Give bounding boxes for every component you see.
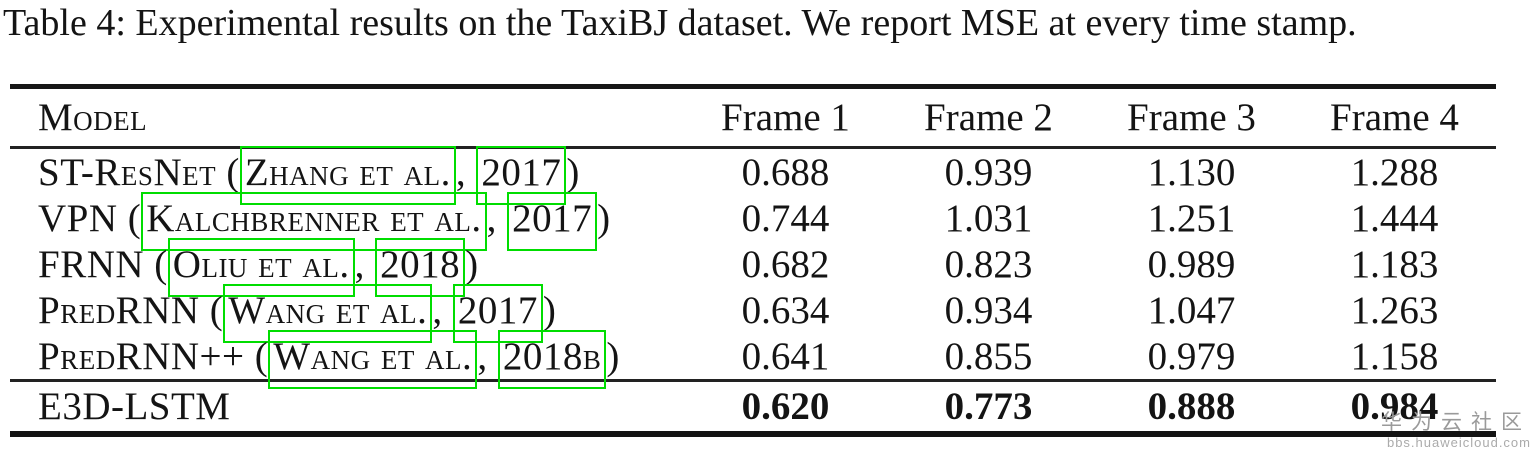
citation-year-link[interactable]: 2017 bbox=[507, 191, 598, 251]
mse-value: 1.047 bbox=[1147, 288, 1236, 332]
model-name: PredRNN ( bbox=[38, 288, 224, 332]
citation-year-link[interactable]: 2017 bbox=[476, 145, 567, 205]
citation-author-link[interactable]: Wang et al. bbox=[268, 329, 478, 389]
model-suffix: ) bbox=[606, 334, 620, 378]
table-row: FRNN (Oliu et al., 2018) 0.682 0.823 0.9… bbox=[10, 237, 1496, 297]
model-cell: FRNN (Oliu et al., 2018) bbox=[10, 237, 684, 297]
mse-value: 0.641 bbox=[741, 334, 830, 378]
mse-value: 0.888 bbox=[1147, 385, 1236, 428]
table-caption: Table 4: Experimental results on the Tax… bbox=[3, 2, 1357, 44]
model-cell: VPN (Kalchbrenner et al., 2017) bbox=[10, 191, 684, 251]
model-name: ST-ResNet ( bbox=[38, 150, 240, 194]
col-header-frame-4: Frame 4 bbox=[1330, 96, 1459, 139]
mse-value: 0.984 bbox=[1350, 385, 1439, 428]
watermark-url: bbs.huaweicloud.com bbox=[1386, 435, 1531, 450]
table-row: PredRNN (Wang et al., 2017) 0.634 0.934 … bbox=[10, 283, 1496, 343]
pre-final-rule bbox=[10, 379, 1496, 382]
mse-value: 1.263 bbox=[1350, 288, 1439, 332]
results-table: Model Frame 1 Frame 2 Frame 3 Frame 4 ST… bbox=[10, 84, 1496, 437]
mse-value: 0.939 bbox=[944, 150, 1033, 194]
bottom-rule bbox=[10, 431, 1496, 437]
citation-author-link[interactable]: Oliu et al. bbox=[167, 237, 355, 297]
citation-author-link[interactable]: Wang et al. bbox=[223, 283, 433, 343]
citation-separator: , bbox=[432, 288, 453, 332]
mse-value: 1.130 bbox=[1147, 150, 1236, 194]
model-suffix: ) bbox=[465, 242, 479, 286]
watermark-title: 华为云社区 bbox=[1381, 411, 1531, 434]
mse-value: 0.855 bbox=[944, 334, 1033, 378]
final-row: E3D-LSTM 0.620 0.773 0.888 0.984 bbox=[10, 382, 1496, 431]
mse-value: 1.251 bbox=[1147, 196, 1236, 240]
col-header-model: Model bbox=[38, 96, 148, 139]
col-header-frame-1: Frame 1 bbox=[721, 96, 850, 139]
table-row: PredRNN++ (Wang et al., 2018b) 0.641 0.8… bbox=[10, 329, 1496, 389]
model-cell: PredRNN (Wang et al., 2017) bbox=[10, 283, 684, 343]
model-cell: ST-ResNet (Zhang et al., 2017) bbox=[10, 145, 684, 205]
citation-separator: , bbox=[477, 334, 498, 378]
top-rule bbox=[10, 84, 1496, 89]
citation-separator: , bbox=[455, 150, 477, 194]
model-cell: PredRNN++ (Wang et al., 2018b) bbox=[10, 329, 684, 389]
mse-value: 1.158 bbox=[1350, 334, 1439, 378]
citation-year-link[interactable]: 2018 bbox=[375, 237, 466, 297]
mse-value: 0.620 bbox=[741, 385, 830, 428]
citation-separator: , bbox=[354, 242, 376, 286]
model-suffix: ) bbox=[597, 196, 611, 240]
citation-author-link[interactable]: Kalchbrenner et al. bbox=[141, 191, 487, 251]
mse-value: 0.634 bbox=[741, 288, 830, 332]
table-row: VPN (Kalchbrenner et al., 2017) 0.744 1.… bbox=[10, 191, 1496, 251]
mse-value: 0.682 bbox=[741, 242, 830, 286]
citation-separator: , bbox=[486, 196, 508, 240]
citation-year-link[interactable]: 2018b bbox=[497, 329, 607, 389]
mse-value: 1.288 bbox=[1350, 150, 1439, 194]
model-name: E3D-LSTM bbox=[38, 385, 231, 428]
col-header-frame-3: Frame 3 bbox=[1127, 96, 1256, 139]
mse-value: 1.183 bbox=[1350, 242, 1439, 286]
model-suffix: ) bbox=[542, 288, 557, 332]
mse-value: 1.031 bbox=[944, 196, 1033, 240]
col-header-frame-2: Frame 2 bbox=[924, 96, 1053, 139]
model-name: FRNN ( bbox=[38, 242, 168, 286]
mse-value: 0.773 bbox=[944, 385, 1033, 428]
mse-value: 1.444 bbox=[1350, 196, 1439, 240]
model-name: PredRNN++ ( bbox=[38, 334, 269, 378]
mse-value: 0.989 bbox=[1147, 242, 1236, 286]
mse-value: 0.823 bbox=[944, 242, 1033, 286]
model-suffix: ) bbox=[566, 150, 580, 194]
watermark: 华为云社区 bbs.huaweicloud.com bbox=[1381, 411, 1531, 450]
header-rule bbox=[10, 146, 1496, 149]
mse-value: 0.979 bbox=[1147, 334, 1236, 378]
citation-year-link[interactable]: 2017 bbox=[452, 283, 543, 343]
mse-value: 0.688 bbox=[741, 150, 830, 194]
mse-value: 0.934 bbox=[944, 288, 1033, 332]
citation-author-link[interactable]: Zhang et al. bbox=[239, 145, 456, 205]
table-row: ST-ResNet (Zhang et al., 2017) 0.688 0.9… bbox=[10, 145, 1496, 205]
mse-value: 0.744 bbox=[741, 196, 830, 240]
header-row: Model Frame 1 Frame 2 Frame 3 Frame 4 bbox=[10, 89, 1496, 146]
model-name: VPN ( bbox=[38, 196, 142, 240]
